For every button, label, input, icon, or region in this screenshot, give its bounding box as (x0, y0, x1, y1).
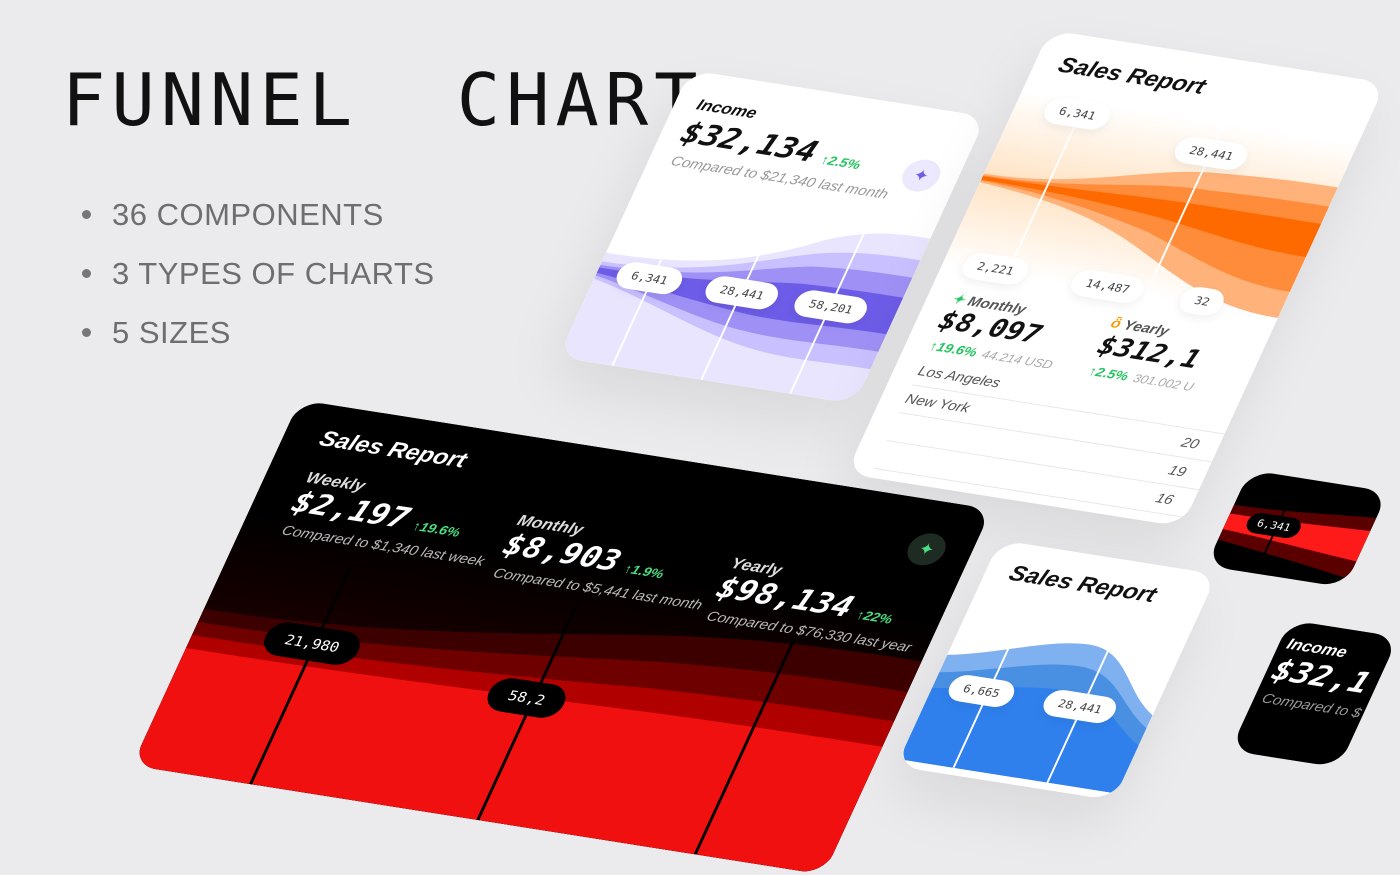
funnel-divider (1005, 100, 1088, 276)
feature-list: 36 COMPONENTS 3 TYPES OF CHARTS 5 SIZES (82, 185, 435, 362)
feature-item: 5 SIZES (82, 303, 435, 362)
feature-text: 36 COMPONENTS (112, 196, 384, 232)
sales-report-card: Sales Report 6,341 28,441 2,221 14,487 3… (846, 30, 1386, 527)
bullet-icon (82, 328, 91, 337)
funnel-layer (981, 176, 1322, 258)
red-funnel-card: 6,341 (1206, 470, 1389, 588)
headline: FUNNEL CHART (62, 58, 704, 142)
income-card: Income $32,134↑2.5% Compared to $21,340 … (558, 70, 987, 404)
funnel-chart (899, 602, 1153, 794)
funnel-chart (942, 90, 1358, 318)
bullet-icon (82, 210, 91, 219)
feature-text: 3 TYPES OF CHARTS (112, 255, 435, 291)
feature-text: 5 SIZES (112, 314, 231, 350)
feature-item: 36 COMPONENTS (82, 185, 435, 244)
feature-item: 3 TYPES OF CHARTS (82, 244, 435, 303)
dark-income-card: Income $32,1 Compared to $ (1230, 620, 1399, 768)
card-title: Sales Report (1054, 52, 1210, 100)
sparkle-icon[interactable]: ✦ (896, 157, 947, 195)
bullet-icon (82, 269, 91, 278)
funnel-layer (980, 175, 1330, 292)
